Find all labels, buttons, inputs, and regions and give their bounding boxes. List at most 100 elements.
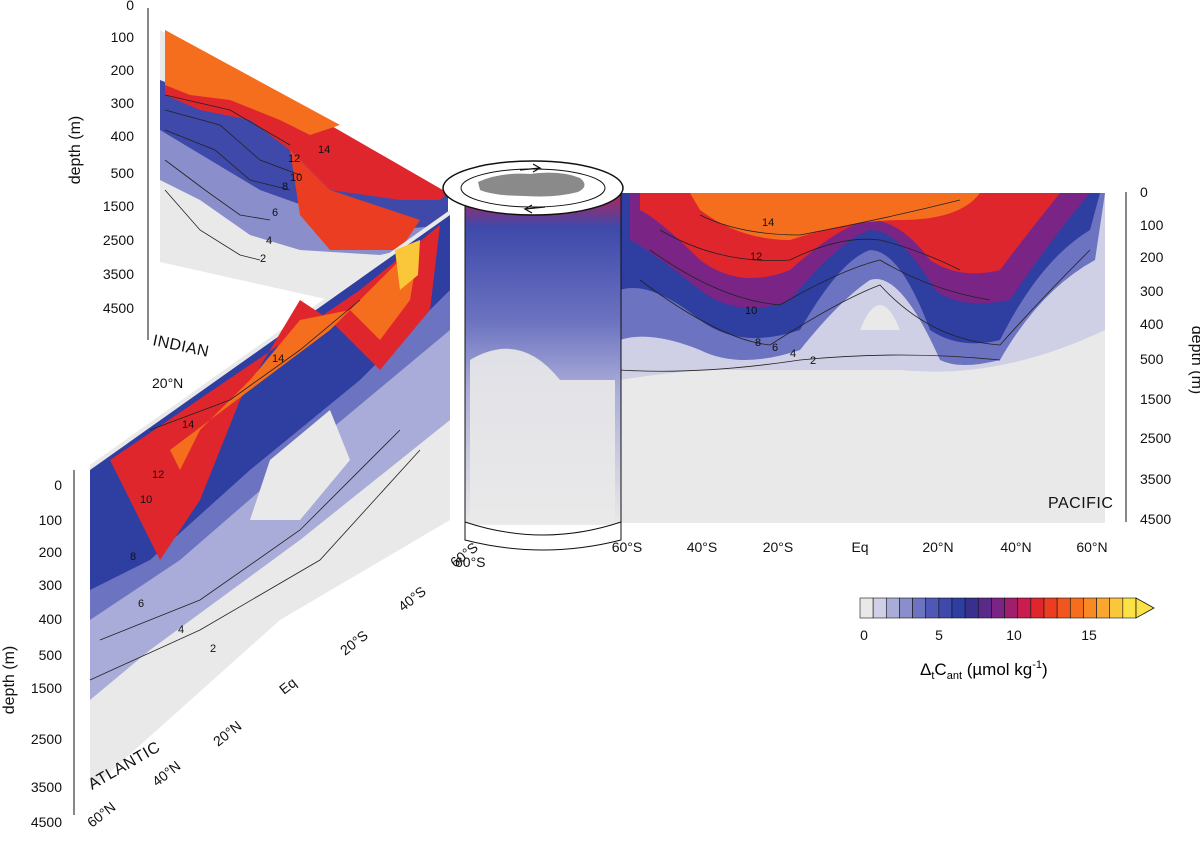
atlantic-contour-label-2: 2	[210, 643, 216, 655]
colorbar-label-sub2: ant	[947, 670, 962, 682]
atlantic-contour-label-10: 10	[140, 494, 152, 506]
colorbar-swatch	[1109, 597, 1124, 619]
indian-contour-label-14: 14	[318, 144, 330, 156]
colorbar-swatch	[1043, 597, 1058, 619]
pacific-contour-label-8: 8	[755, 337, 761, 349]
indian-lat-tick-20n: 20°N	[152, 375, 183, 391]
pacific-depth-tick-2500: 2500	[1140, 430, 1171, 446]
indian-red-tongue	[290, 150, 420, 250]
indian-depth-tick-0: 0	[126, 0, 134, 13]
pacific-contour-14	[699, 199, 961, 236]
colorbar-swatch	[951, 597, 966, 619]
pacific-depth-label: depth (m)	[1188, 326, 1200, 394]
pacific-lat-tick-60n: 60°N	[1076, 539, 1107, 555]
pacific-depth-tick-400: 400	[1140, 316, 1164, 332]
indian-depth-tick-2500: 2500	[103, 232, 134, 248]
atlantic-contour-label-8: 8	[130, 551, 136, 563]
indian-orange-core	[165, 30, 340, 135]
pacific-contour-10	[649, 249, 991, 306]
indian-depth-tick-200: 200	[111, 62, 135, 78]
indian-depth-tick-300: 300	[111, 95, 135, 111]
atlantic-depth-tick-100: 100	[39, 512, 63, 528]
pacific-lat-tick-40n: 40°N	[1000, 539, 1031, 555]
atlantic-depth-tick-2500: 2500	[31, 731, 62, 747]
pacific-orange-band	[690, 193, 980, 240]
atlantic-lat-tick-eq: Eq	[276, 674, 299, 697]
indian-basin-label: INDIAN	[151, 332, 211, 361]
atlantic-lat-tick-20s: 20°S	[337, 627, 371, 658]
atlantic-contour-label-4: 4	[178, 624, 184, 636]
atlantic-contour-label-6: 6	[138, 598, 144, 610]
atlantic-lat-tick-40s: 40°S	[395, 583, 429, 614]
circulation-arrow-top-icon	[519, 163, 542, 173]
pacific-depth-tick-1500: 1500	[1140, 391, 1171, 407]
colorbar-label-sup: -1	[1032, 659, 1042, 671]
pacific-contour-2	[619, 354, 1001, 372]
pacific-lat-tick-20n: 20°N	[922, 539, 953, 555]
colorbar-label: ΔtCant (µmol kg-1)	[920, 659, 1048, 682]
indian-contour-label-8: 8	[282, 181, 288, 193]
colorbar-swatch	[1122, 597, 1137, 619]
atlantic-depth-tick-400: 400	[39, 611, 63, 627]
pacific-depth-tick-300: 300	[1140, 283, 1164, 299]
atlantic-depth-tick-1500: 1500	[31, 680, 62, 696]
colorbar-swatch	[1083, 597, 1097, 619]
colorbar-swatch	[1017, 597, 1032, 619]
pacific-white-bump	[860, 305, 900, 330]
pacific-depth-tick-4500: 4500	[1140, 511, 1171, 527]
atlantic-orange-band	[170, 240, 420, 470]
atlantic-lat-tick-20n: 20°N	[210, 717, 245, 749]
southern-ocean-60s-label: 60°S	[455, 554, 486, 570]
colorbar-tick-15: 15	[1081, 627, 1097, 643]
colorbar-swatch	[912, 597, 927, 619]
pacific-contour-8	[639, 249, 1091, 346]
colorbar-swatch	[964, 597, 979, 619]
indian-contour-label-2: 2	[260, 253, 266, 265]
colorbar-tick-0: 0	[860, 627, 868, 643]
circulation-arrow-bottom-icon	[523, 204, 546, 214]
indian-contour-label-4: 4	[266, 235, 272, 247]
indian-depth-tick-100: 100	[111, 29, 135, 45]
colorbar-label-sub1: t	[931, 670, 934, 682]
atlantic-contour-label-12: 12	[152, 469, 164, 481]
indian-depth-label: depth (m)	[67, 116, 84, 184]
colorbar-label-unit: (µmol kg	[962, 660, 1032, 679]
atlantic-white-patch	[250, 410, 350, 520]
atlantic-depth-ticks: 0 100 200 300 400 500 1500 2500 3500 450…	[31, 477, 62, 830]
indian-contour-14	[164, 94, 291, 146]
colorbar-label-close: )	[1042, 660, 1048, 679]
pacific-contour-label-6: 6	[772, 342, 778, 354]
atlantic-depth-tick-300: 300	[39, 577, 63, 593]
pacific-depth-ticks: 0 100 200 300 400 500 1500 2500 3500 450…	[1140, 184, 1171, 527]
southern-ocean-cylinder: 60°S	[442, 160, 624, 570]
colorbar-swatch	[1030, 597, 1045, 619]
atlantic-depth-tick-0: 0	[54, 477, 62, 493]
pacific-depth-tick-0: 0	[1140, 184, 1148, 200]
colorbar-swatch	[899, 597, 913, 619]
colorbar-swatch	[872, 597, 887, 619]
pacific-depth-tick-200: 200	[1140, 249, 1164, 265]
indian-contour-2	[164, 189, 261, 261]
pacific-lat-tick-60s: 60°S	[612, 539, 643, 555]
atlantic-contour-4	[99, 429, 401, 641]
pacific-contour-label-10: 10	[745, 305, 757, 317]
pacific-contour-label-4: 4	[790, 348, 796, 360]
atlantic-depth-tick-200: 200	[39, 544, 63, 560]
colorbar-swatch	[1069, 597, 1084, 619]
pacific-depth-tick-500: 500	[1140, 351, 1164, 367]
pacific-contour-12	[659, 229, 961, 271]
atlantic-section: 14 14 12 10 8 6 4 2 0 100 200 300 400 50…	[1, 210, 481, 830]
colorbar-swatches	[859, 597, 1137, 619]
colorbar-tick-10: 10	[1006, 627, 1022, 643]
indian-depth-tick-500: 500	[111, 165, 135, 181]
colorbar-extend-arrow-icon	[1135, 597, 1155, 619]
colorbar-label-delta: Δ	[920, 660, 931, 679]
pacific-lat-tick-20s: 20°S	[763, 539, 794, 555]
colorbar-tick-5: 5	[935, 627, 943, 643]
indian-contour-6	[164, 159, 271, 221]
antarctica-icon	[478, 172, 585, 197]
colorbar-swatch	[1096, 597, 1111, 619]
indian-depth-tick-400: 400	[111, 128, 135, 144]
atlantic-contour-14	[149, 299, 361, 431]
colorbar-swatch	[859, 597, 874, 619]
